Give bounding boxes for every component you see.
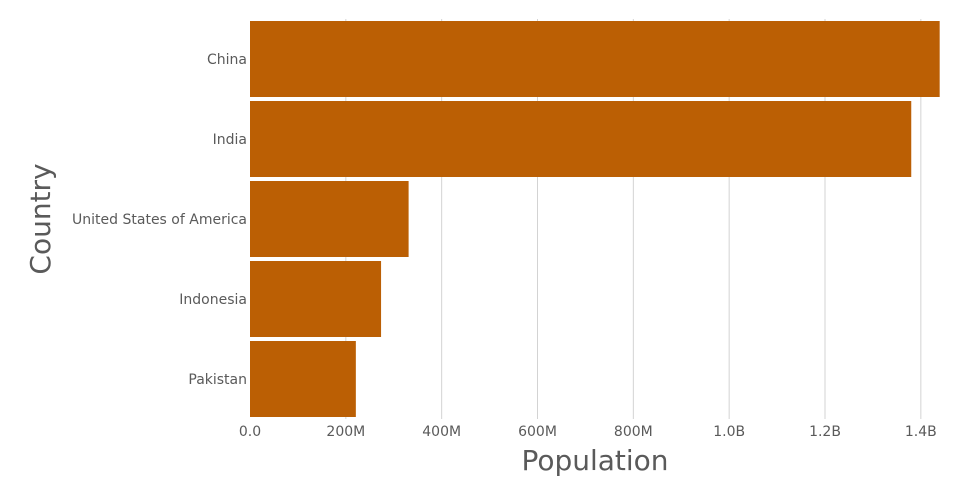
x-tick-label: 1.4B <box>905 424 937 440</box>
bar-india <box>250 101 912 177</box>
x-axis-ticks: 0.0 200M 400M 600M 800M 1.0B 1.2B 1.4B <box>239 424 937 440</box>
y-axis-ticks: China India United States of America Indone… <box>72 52 247 388</box>
x-axis-title: Population <box>521 444 668 477</box>
y-tick-label: Indonesia <box>179 292 247 308</box>
y-tick-label: China <box>207 52 247 68</box>
bars <box>250 21 940 417</box>
x-tick-label: 400M <box>422 424 461 440</box>
bar-indonesia <box>250 261 382 337</box>
y-axis-title: Country <box>24 163 57 274</box>
y-tick-label: India <box>213 132 247 148</box>
x-tick-label: 0.0 <box>239 424 261 440</box>
x-tick-label: 600M <box>518 424 557 440</box>
x-tick-label: 1.0B <box>713 424 745 440</box>
y-tick-label: Pakistan <box>188 372 247 388</box>
bar-united-states-of-america <box>250 181 409 257</box>
y-tick-label: United States of America <box>72 212 247 228</box>
bar-pakistan <box>250 341 356 417</box>
x-tick-label: 1.2B <box>809 424 841 440</box>
x-tick-label: 800M <box>614 424 653 440</box>
x-tick-label: 200M <box>326 424 365 440</box>
bar-china <box>250 21 940 97</box>
